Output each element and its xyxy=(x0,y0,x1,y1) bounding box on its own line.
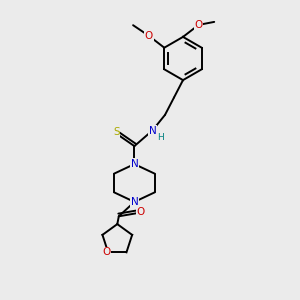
Text: O: O xyxy=(194,20,203,30)
Text: O: O xyxy=(103,247,111,257)
Text: N: N xyxy=(130,159,138,169)
Text: H: H xyxy=(158,133,164,142)
Text: N: N xyxy=(148,125,156,136)
Text: S: S xyxy=(113,127,120,137)
Text: N: N xyxy=(130,197,138,207)
Text: O: O xyxy=(145,31,153,41)
Text: O: O xyxy=(136,207,145,217)
